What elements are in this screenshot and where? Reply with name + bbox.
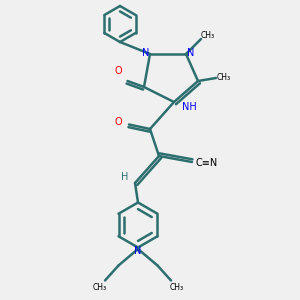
Text: N: N (142, 47, 149, 58)
Text: CH₃: CH₃ (92, 283, 107, 292)
Text: CH₃: CH₃ (169, 283, 184, 292)
Text: NH: NH (182, 101, 196, 112)
Text: CH₃: CH₃ (216, 73, 231, 82)
Text: O: O (115, 117, 122, 128)
Text: C≡N: C≡N (196, 158, 218, 169)
Text: O: O (115, 65, 122, 76)
Text: H: H (121, 172, 128, 182)
Text: N: N (134, 245, 142, 256)
Text: N: N (187, 47, 194, 58)
Text: CH₃: CH₃ (200, 31, 215, 40)
